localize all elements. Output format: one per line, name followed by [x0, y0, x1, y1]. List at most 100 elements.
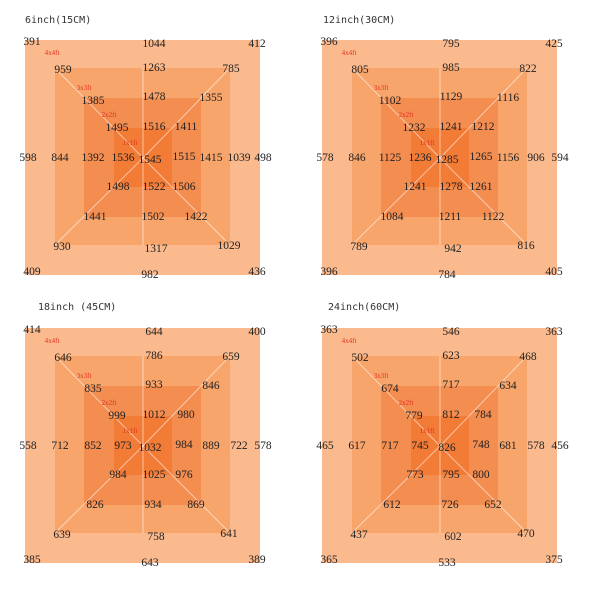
ppfd-value: 437 [350, 529, 368, 541]
ppfd-value: 617 [348, 440, 366, 452]
area-size-label: 3x3ft [76, 372, 92, 380]
ppfd-value: 1522 [142, 181, 166, 193]
ppfd-value: 594 [551, 152, 569, 164]
ppfd-value: 1498 [106, 181, 130, 193]
ppfd-value: 789 [350, 241, 368, 253]
ppfd-panel: 4x4ft 3x3ft 2x2ft 1x1ft 363 546 363 465 456 365 53… [316, 324, 568, 569]
ppfd-value: 835 [84, 383, 102, 395]
ppfd-value: 959 [54, 64, 72, 76]
ppfd-value: 934 [144, 499, 162, 511]
grid-line [351, 445, 441, 534]
ppfd-value: 598 [19, 152, 37, 164]
ppfd-value: 578 [527, 440, 545, 452]
ppfd-value: 674 [381, 383, 399, 395]
ppfd-value: 1232 [402, 122, 426, 134]
ppfd-value: 852 [84, 440, 102, 452]
grid-line [54, 157, 144, 246]
ppfd-value: 800 [472, 469, 490, 481]
ppfd-value: 999 [108, 410, 126, 422]
ppfd-value: 644 [145, 326, 163, 338]
ppfd-center-value: 1285 [435, 154, 459, 166]
grid-line [439, 445, 528, 534]
ppfd-value: 784 [474, 409, 492, 421]
area-size-label: 4x4ft [341, 337, 357, 345]
ppfd-value: 602 [444, 531, 462, 543]
area-size-label: 2x2ft [398, 111, 414, 119]
panel-title: 6inch(15CM) [25, 15, 92, 26]
ppfd-value: 1515 [172, 151, 196, 163]
grid-line [351, 67, 441, 159]
ppfd-value: 982 [141, 269, 159, 281]
ppfd-value: 639 [53, 529, 71, 541]
ppfd-value: 641 [220, 528, 238, 540]
ppfd-center-value: 1032 [138, 442, 162, 454]
ppfd-panel: 4x4ft 3x3ft 2x2ft 1x1ft 391 1044 412 598 498 409 9… [19, 36, 271, 281]
area-size-label: 3x3ft [373, 372, 389, 380]
ppfd-value: 1495 [105, 122, 129, 134]
ppfd-value: 846 [348, 152, 366, 164]
area-size-label: 4x4ft [341, 49, 357, 57]
ppfd-value: 726 [441, 499, 459, 511]
ppfd-value: 1415 [199, 152, 223, 164]
ppfd-value: 634 [499, 380, 517, 392]
grid-lines [54, 355, 231, 534]
ppfd-value: 414 [23, 324, 41, 336]
area-size-label: 2x2ft [398, 399, 414, 407]
area-size-label: 3x3ft [373, 84, 389, 92]
grid-line [142, 445, 231, 534]
ppfd-value: 785 [222, 63, 240, 75]
ppfd-value: 405 [545, 266, 563, 278]
panel-title: 24inch(60CM) [328, 302, 401, 313]
ppfd-value: 826 [86, 499, 104, 511]
ppfd-center-value: 826 [438, 442, 456, 454]
ppfd-value: 623 [442, 350, 460, 362]
ppfd-value: 717 [381, 440, 399, 452]
panel-title: 12inch(30CM) [323, 15, 396, 26]
grid-lines [351, 355, 528, 534]
ppfd-value: 933 [145, 379, 163, 391]
ppfd-value: 844 [51, 152, 69, 164]
ppfd-value: 558 [19, 440, 37, 452]
grid-line [142, 67, 231, 159]
area-size-label: 1x1ft [419, 427, 435, 435]
ppfd-value: 425 [545, 38, 563, 50]
ppfd-value: 363 [320, 324, 338, 336]
ppfd-panel: 4x4ft 3x3ft 2x2ft 1x1ft 414 644 400 558 578 385 64… [19, 324, 271, 569]
ppfd-value: 578 [316, 152, 334, 164]
ppfd-value: 465 [316, 440, 334, 452]
area-size-label: 1x1ft [419, 139, 435, 147]
ppfd-value: 1411 [174, 121, 198, 133]
panel-title: 18inch (45CM) [38, 302, 117, 313]
area-size-label: 2x2ft [101, 111, 117, 119]
ppfd-value: 1478 [142, 91, 166, 103]
ppfd-value: 365 [320, 554, 338, 566]
ppfd-value: 470 [517, 528, 535, 540]
ppfd-value: 779 [405, 410, 423, 422]
grid-line [54, 445, 144, 534]
ppfd-value: 1355 [199, 92, 223, 104]
ppfd-value: 980 [177, 409, 195, 421]
ppfd-value: 681 [499, 440, 517, 452]
ppfd-value: 468 [519, 351, 537, 363]
ppfd-value: 456 [551, 440, 569, 452]
ppfd-value: 391 [23, 36, 41, 48]
grid-line [54, 67, 144, 159]
ppfd-value: 985 [442, 62, 460, 74]
ppfd-value: 717 [442, 379, 460, 391]
ppfd-value: 795 [442, 469, 460, 481]
grid-line [351, 157, 441, 246]
ppfd-value: 1441 [83, 211, 107, 223]
ppfd-value: 1025 [142, 469, 166, 481]
ppfd-value: 375 [545, 554, 563, 566]
ppfd-value: 1012 [142, 409, 166, 421]
ppfd-value: 502 [351, 352, 369, 364]
ppfd-panel: 4x4ft 3x3ft 2x2ft 1x1ft 396 795 425 578 594 396 78… [316, 36, 568, 281]
ppfd-value: 578 [254, 440, 272, 452]
ppfd-value: 712 [51, 440, 69, 452]
ppfd-value: 1116 [496, 92, 520, 104]
ppfd-value: 773 [406, 469, 424, 481]
area-size-label: 2x2ft [101, 399, 117, 407]
ppfd-value: 1265 [469, 151, 493, 163]
ppfd-value: 643 [141, 557, 159, 569]
ppfd-value: 1516 [142, 121, 166, 133]
